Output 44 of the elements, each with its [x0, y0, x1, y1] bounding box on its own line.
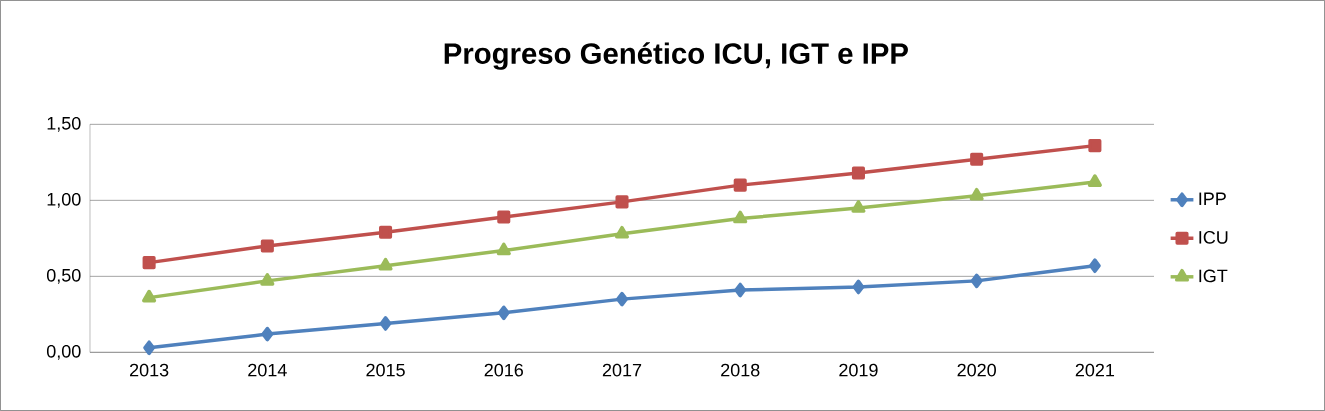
- y-tick-label: 1,00: [47, 192, 81, 208]
- x-tick-label: 2014: [248, 363, 287, 377]
- point: [851, 166, 865, 180]
- point: [733, 178, 747, 192]
- x-tick-label: 2015: [366, 363, 405, 377]
- x-tick-label: 2021: [1075, 363, 1115, 377]
- point: [734, 282, 747, 298]
- point: [852, 279, 865, 295]
- point: [260, 273, 275, 286]
- point: [378, 257, 393, 271]
- point: [142, 256, 156, 270]
- y-tick-label: 0,50: [46, 268, 81, 284]
- point: [379, 225, 393, 239]
- point: [616, 291, 628, 307]
- point: [497, 210, 511, 224]
- point: [969, 187, 984, 201]
- x-tick-label: 2019: [839, 363, 878, 377]
- point: [970, 152, 984, 166]
- point: [379, 316, 392, 331]
- point: [261, 326, 274, 342]
- x-tick-label: 2016: [484, 363, 523, 377]
- y-tick-label: 0,00: [46, 344, 81, 360]
- point: [733, 210, 748, 224]
- point: [1088, 258, 1101, 274]
- point: [1087, 174, 1102, 187]
- x-tick-label: 2013: [129, 363, 169, 377]
- point: [260, 239, 274, 253]
- point: [970, 273, 983, 289]
- x-tick-label: 2017: [602, 363, 642, 377]
- point: [143, 340, 156, 356]
- point: [1088, 139, 1102, 153]
- point: [497, 305, 510, 321]
- point: [851, 200, 866, 213]
- point: [614, 225, 630, 239]
- point: [142, 289, 157, 303]
- legend-label: IGT: [1199, 269, 1228, 283]
- legend-label: IPP: [1199, 192, 1226, 205]
- point: [615, 195, 629, 209]
- y-tick-label: 1,50: [47, 116, 81, 132]
- point: [496, 242, 511, 256]
- x-tick-label: 2020: [957, 363, 996, 377]
- x-tick-label: 2018: [721, 363, 760, 377]
- chart-title: Progreso Genético ICU, IGT e IPP: [444, 42, 908, 70]
- legend-label: ICU: [1199, 230, 1228, 244]
